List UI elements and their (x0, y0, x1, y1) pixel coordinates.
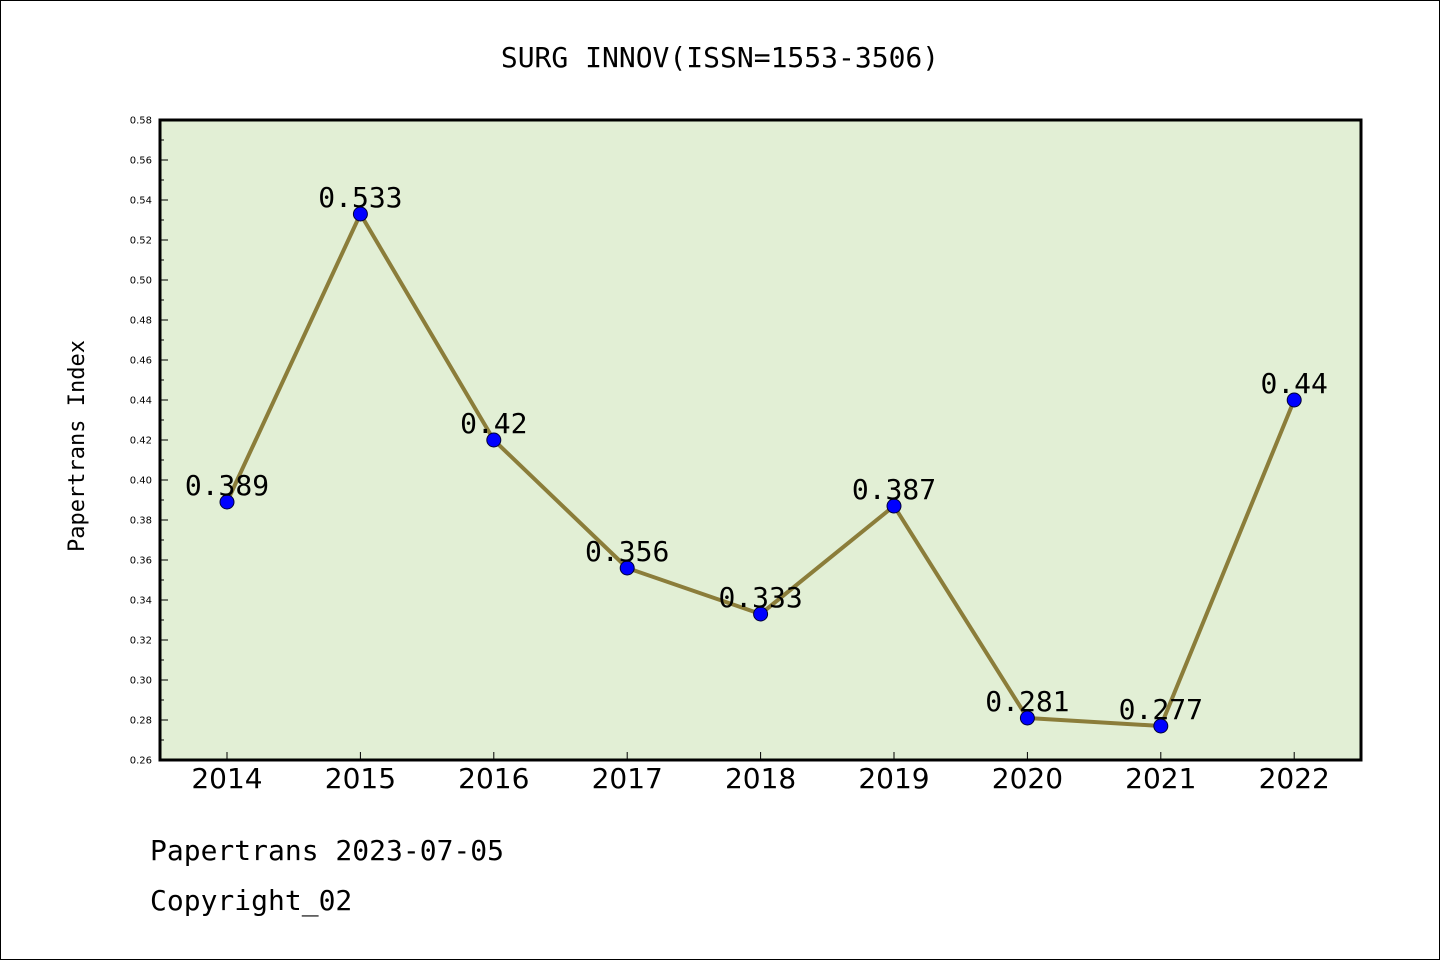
data-label: 0.281 (985, 685, 1069, 718)
x-axis: 2014 2015 2016 2017 2018 2019 2020 2021 2022 (191, 752, 1330, 795)
y-tick-label: 0.40 (130, 476, 152, 487)
y-tick-label: 0.58 (130, 116, 152, 127)
chart-title: SURG INNOV(ISSN=1553-3506) (501, 41, 939, 74)
y-tick-label: 0.38 (130, 516, 152, 527)
y-tick-label: 0.56 (130, 156, 152, 167)
y-tick-label: 0.54 (130, 196, 152, 207)
data-label: 0.333 (718, 581, 802, 614)
y-tick-label: 0.50 (130, 276, 152, 287)
footer-date: Papertrans 2023-07-05 (150, 834, 505, 867)
data-point (486, 432, 502, 448)
data-point (619, 560, 635, 576)
y-axis-label: Papertrans Index (65, 340, 90, 552)
y-tick-label: 0.36 (130, 556, 152, 567)
y-tick-label: 0.34 (130, 596, 152, 607)
data-label: 0.44 (1260, 367, 1327, 400)
data-label: 0.387 (852, 473, 936, 506)
y-tick-label: 0.28 (130, 716, 152, 727)
data-label: 0.356 (585, 535, 669, 568)
data-point (219, 494, 235, 510)
plot-area (158, 118, 1363, 762)
footer-copyright: Copyright_02 (150, 884, 353, 917)
x-tick-label: 2015 (325, 762, 396, 795)
y-tick-label: 0.26 (130, 756, 152, 767)
data-point (1153, 718, 1169, 734)
y-tick-label: 0.52 (130, 236, 152, 247)
y-axis: 0.26 0.28 0.30 0.32 0.34 0.36 0.38 0.40 0.42 0.44… (130, 116, 168, 767)
series-group: 0.389 0.533 0.42 0.356 0.333 0.387 0.281 0.277 0… (185, 181, 1328, 734)
y-tick-label: 0.48 (130, 316, 152, 327)
x-tick-label: 2017 (592, 762, 663, 795)
data-label: 0.42 (460, 407, 527, 440)
y-tick-label: 0.44 (130, 396, 152, 407)
y-tick-label: 0.42 (130, 436, 152, 447)
data-label: 0.277 (1119, 693, 1203, 726)
data-point (1019, 710, 1035, 726)
data-point (886, 498, 902, 514)
x-tick-label: 2022 (1259, 762, 1330, 795)
x-tick-label: 2016 (458, 762, 529, 795)
y-tick-label: 0.30 (130, 676, 152, 687)
y-tick-label: 0.46 (130, 356, 152, 367)
x-tick-label: 2020 (992, 762, 1063, 795)
data-label: 0.389 (185, 469, 269, 502)
x-tick-label: 2018 (725, 762, 796, 795)
data-label: 0.533 (318, 181, 402, 214)
y-tick-label: 0.32 (130, 636, 152, 647)
x-tick-label: 2019 (858, 762, 929, 795)
data-point (352, 206, 368, 222)
data-point (1286, 392, 1302, 408)
x-tick-label: 2021 (1125, 762, 1196, 795)
x-tick-label: 2014 (191, 762, 262, 795)
data-point (753, 606, 769, 622)
